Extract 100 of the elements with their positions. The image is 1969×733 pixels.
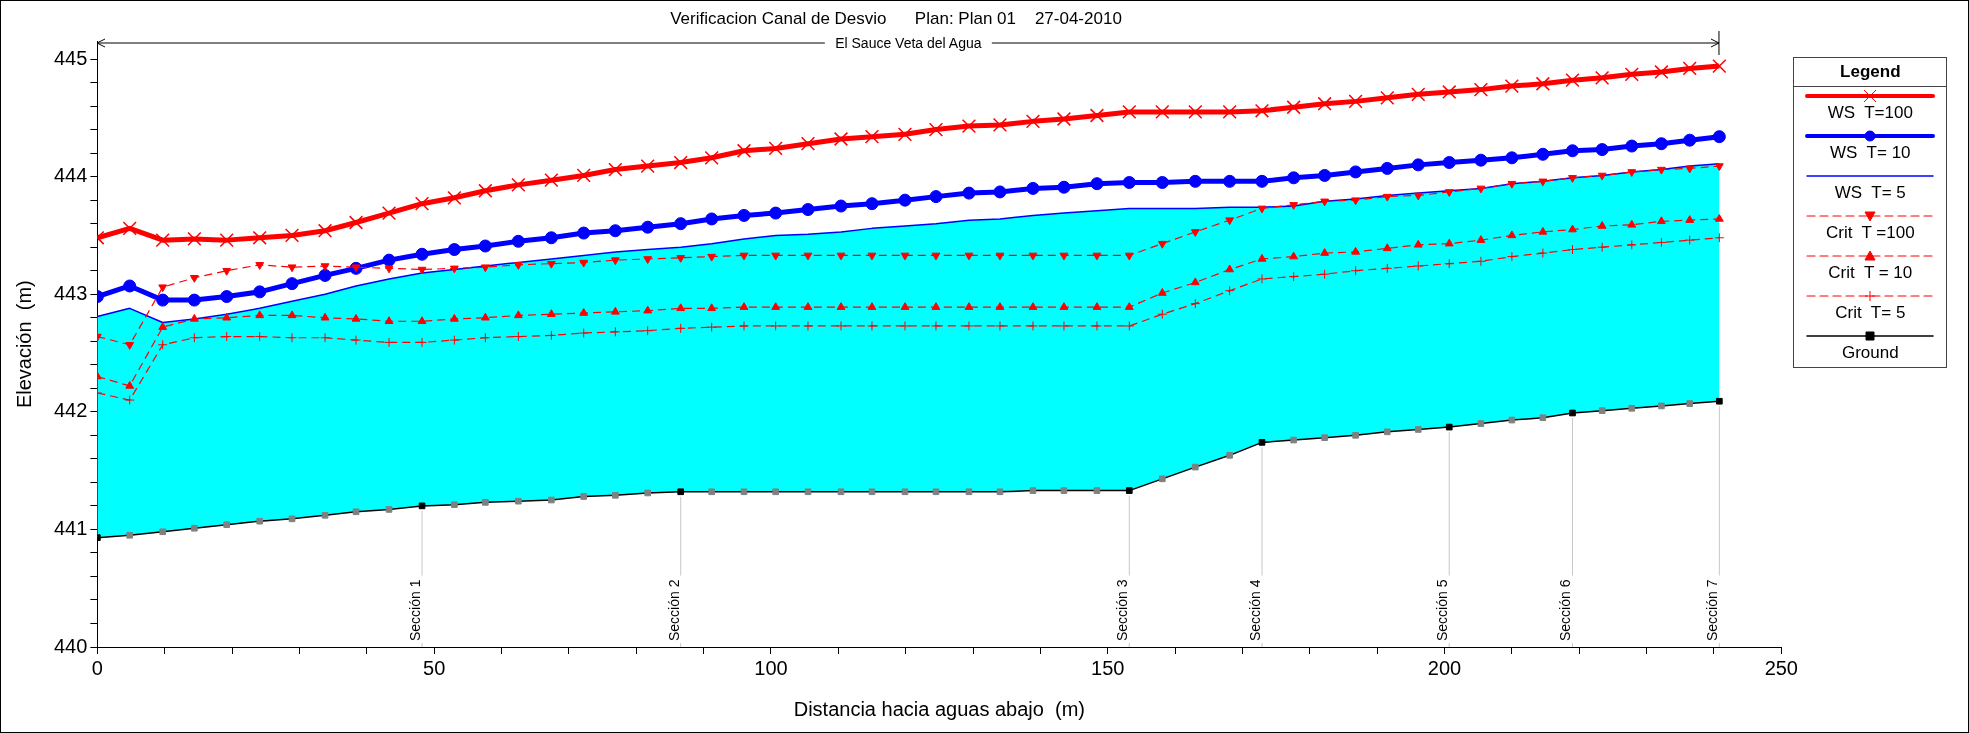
point [930,320,941,331]
point [643,256,653,264]
point [1627,169,1637,177]
point [478,183,493,198]
point [1685,215,1695,223]
text: WS T= 5 [1833,183,1907,204]
point [1625,139,1639,153]
point [513,331,524,342]
point [1595,70,1610,85]
point [1089,108,1105,123]
point [414,196,430,211]
point [739,252,749,261]
point [577,226,591,240]
y-tick-label: 442 [53,399,88,422]
point [287,264,297,273]
point [125,342,135,350]
point [1124,252,1134,261]
point [1351,246,1361,255]
point [1654,64,1669,80]
point [351,313,361,322]
point [995,302,1005,310]
point [928,122,944,137]
point [546,309,556,317]
point [867,302,877,310]
point [1122,176,1136,190]
legend-label: Crit T =100 [1824,223,1916,244]
point [158,284,168,293]
point [1287,171,1301,185]
point [223,521,231,529]
point [480,264,490,273]
point [317,223,333,238]
point [513,310,523,319]
point [384,337,395,348]
point [837,488,845,496]
point [1025,114,1041,129]
point [384,316,394,325]
point [219,233,234,248]
point [511,177,526,192]
point [1444,258,1455,269]
point [1566,144,1580,158]
point [1476,235,1486,243]
point [900,252,910,261]
ref-line-label: Sección 3 [1114,579,1131,641]
point [736,143,752,158]
point [706,322,717,333]
point [1475,256,1486,267]
point [608,224,622,238]
point [674,217,688,231]
point [771,302,781,310]
point [1657,216,1666,225]
point [932,488,940,496]
point [318,268,332,282]
point [1507,180,1517,189]
point [1712,130,1726,144]
point [1222,104,1237,120]
point [1348,94,1363,109]
point [579,308,589,316]
ref-line-label: Sección 6 [1557,579,1574,641]
point [1059,302,1069,310]
point [1092,302,1102,310]
point [1190,277,1200,286]
point [1350,265,1361,276]
legend-label: Ground [1840,343,1900,364]
point [123,279,137,293]
point [1254,103,1270,118]
point [1657,166,1666,175]
point [1656,237,1667,248]
point [1351,197,1361,206]
point [898,193,912,207]
point [772,488,779,496]
point [1188,174,1202,188]
point [1507,230,1517,239]
point [1380,90,1395,105]
point [931,252,941,261]
point [1058,320,1069,331]
ref-line-label: Sección 7 [1704,579,1721,641]
point [1318,168,1332,182]
point [159,528,167,536]
point [1508,416,1516,424]
point [1090,177,1104,191]
ref-line-label: Sección 5 [1434,579,1451,641]
point [833,131,849,147]
point [1124,320,1135,331]
point [1477,420,1485,427]
point [673,155,688,170]
point [1188,104,1203,120]
point [221,331,232,342]
point [1157,309,1168,320]
point [189,313,199,322]
point [995,252,1005,261]
point [1538,226,1548,235]
point [1624,67,1639,82]
point [580,493,588,500]
chart-title: Verificacion Canal de Desvio Plan: Plan 01 27-04-2010 [670,8,1122,28]
point [124,395,135,406]
point [579,259,589,268]
point [321,511,329,519]
point [993,185,1007,199]
point [320,332,331,343]
point [478,239,492,253]
